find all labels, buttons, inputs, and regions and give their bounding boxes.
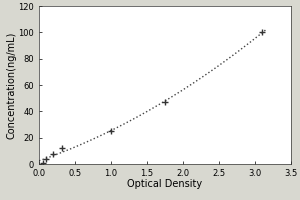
Y-axis label: Concentration(ng/mL): Concentration(ng/mL)	[7, 31, 17, 139]
X-axis label: Optical Density: Optical Density	[128, 179, 202, 189]
